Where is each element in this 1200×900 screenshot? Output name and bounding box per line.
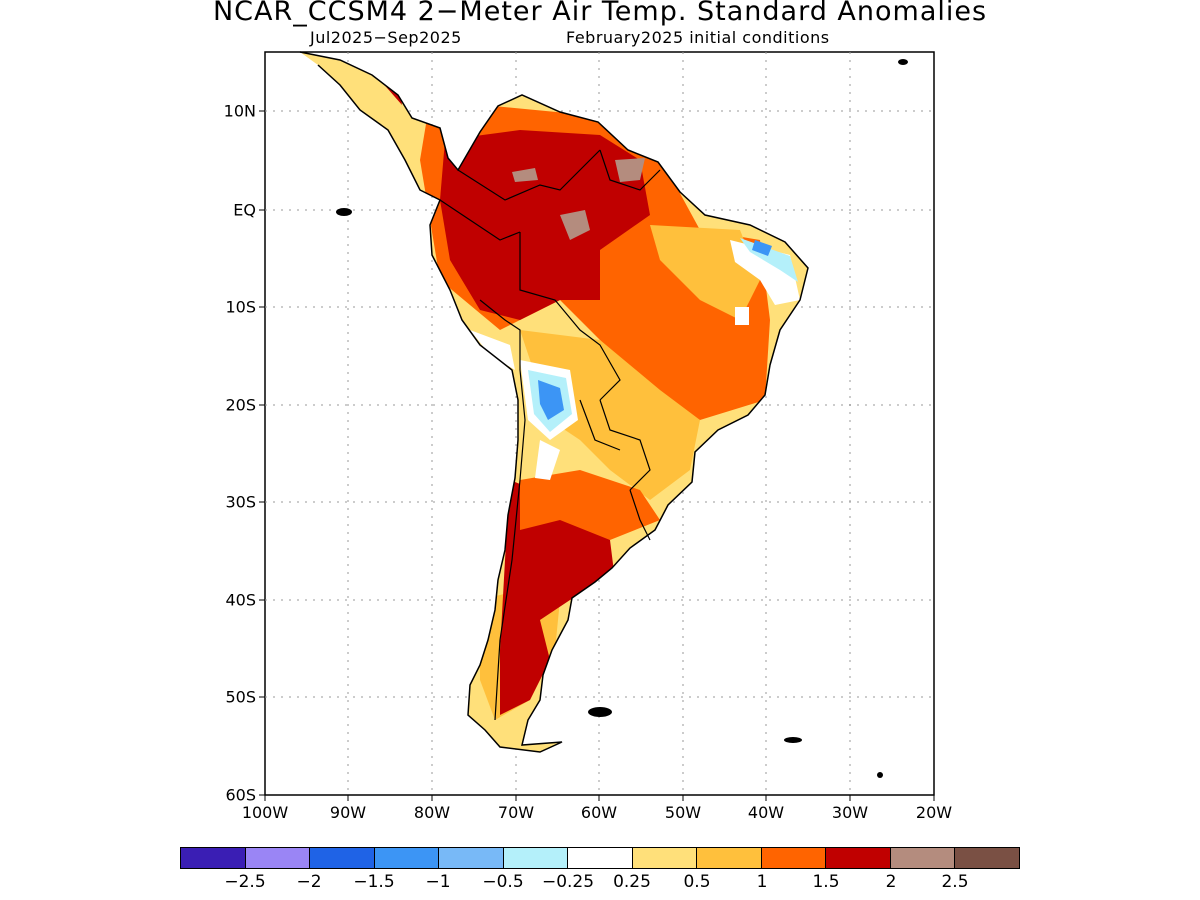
legend-swatch-11: [826, 848, 891, 868]
galapagos-island: [336, 208, 352, 216]
field-cool-northeast: [752, 240, 772, 256]
legend-label-7: 0.25: [613, 872, 651, 892]
lon-label-80w: 80W: [413, 803, 451, 822]
legend-label-1: −2.5: [224, 872, 266, 892]
chart-title: NCAR_CCSM4 2−Meter Air Temp. Standard An…: [212, 0, 988, 27]
lat-label-10n: 10N: [223, 101, 256, 121]
field-neutral-chaco: [535, 440, 560, 480]
lat-label-30s: 30S: [225, 492, 256, 512]
lon-label-60w: 60W: [580, 803, 618, 822]
lon-label-70w: 70W: [497, 803, 535, 822]
legend-swatch-2: [245, 848, 311, 868]
falkland-islands: [588, 707, 612, 717]
legend-swatch-12: [890, 848, 956, 868]
legend-label-8: 0.5: [683, 872, 711, 892]
color-legend: [180, 847, 1020, 869]
legend-swatch-8: [632, 848, 698, 868]
lat-label-40s: 40S: [225, 590, 256, 610]
lat-label-60s: 60S: [225, 785, 256, 805]
south-america-coastline: [299, 51, 809, 753]
legend-swatch-6: [503, 848, 569, 868]
forecast-period: Jul2025−Sep2025: [310, 28, 462, 47]
lon-label-20w: 20W: [915, 803, 953, 822]
legend-label-2: −2: [296, 872, 322, 892]
legend-label-3: −1.5: [353, 872, 395, 892]
initial-conditions: February2025 initial conditions: [566, 28, 830, 47]
country-borders: [439, 149, 661, 721]
field-neutral-peru: [470, 330, 515, 370]
lat-label-50s: 50S: [225, 687, 256, 707]
legend-label-5: −0.5: [482, 872, 524, 892]
field-extreme-3: [615, 158, 645, 182]
cape-verde-island: [898, 59, 908, 65]
lon-label-40w: 40W: [747, 803, 785, 822]
islands: [336, 59, 908, 778]
field-very-warm-argentina: [500, 480, 615, 715]
field-neutral-box: [735, 307, 749, 325]
legend-swatch-3: [310, 848, 375, 868]
field-very-warm-amazon: [440, 130, 650, 320]
lon-label-90w: 90W: [329, 803, 367, 822]
legend-swatch-10: [761, 848, 827, 868]
lon-label-30w: 30W: [831, 803, 869, 822]
legend-label-11: 2: [885, 872, 897, 892]
lat-label-eq: EQ: [233, 200, 256, 220]
axis-ticks: [259, 110, 935, 801]
field-extreme-2: [512, 168, 538, 182]
legend-swatch-1: [181, 848, 246, 868]
lon-label-100w: 100W: [241, 803, 289, 822]
legend-swatch-9: [697, 848, 762, 868]
lat-label-10s: 10S: [225, 297, 256, 317]
south-georgia-island: [784, 737, 802, 743]
legend-label-6: −0.25: [541, 872, 595, 892]
legend-label-12: 2.5: [941, 872, 969, 892]
field-extreme-1: [560, 210, 590, 240]
lat-label-20s: 20S: [225, 395, 256, 415]
legend-swatch-13: [955, 848, 1019, 868]
legend-swatch-7: [568, 848, 633, 868]
sandwich-island: [877, 772, 883, 778]
field-cool-bolivia: [538, 380, 564, 420]
field-warm-south: [520, 470, 660, 540]
lon-label-50w: 50W: [664, 803, 702, 822]
legend-swatch-5: [439, 848, 504, 868]
legend-swatch-4: [374, 848, 440, 868]
legend-label-9: 1: [756, 872, 768, 892]
legend-label-10: 1.5: [812, 872, 840, 892]
legend-label-4: −1: [425, 872, 451, 892]
